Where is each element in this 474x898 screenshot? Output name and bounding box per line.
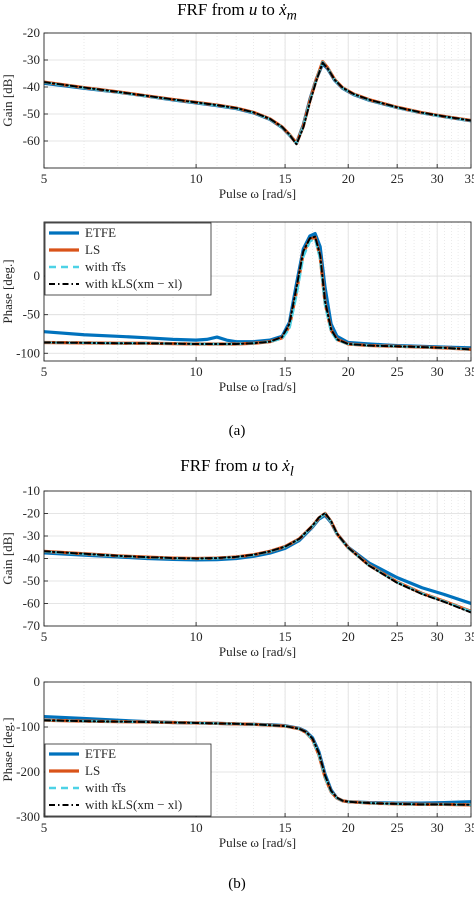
caption-a: (a) (228, 423, 246, 439)
x-tick-label: 20 (342, 629, 355, 644)
chart-title-a: FRF from u to ẋm (177, 0, 297, 24)
x-tick-label: 5 (41, 629, 48, 644)
x-tick-label: 20 (342, 364, 355, 379)
y-tick-label: 0 (34, 674, 41, 689)
x-axis-label: Pulse ω [rad/s] (219, 644, 296, 659)
series-line-2 (44, 60, 471, 145)
axes-box (43, 221, 472, 362)
y-axis-label: Phase [deg.] (0, 717, 15, 781)
series-line-1 (44, 511, 471, 613)
x-tick-label: 30 (431, 364, 444, 379)
x-tick-label: 10 (190, 171, 203, 186)
x-tick-label: 5 (41, 171, 48, 186)
legend-label: with τ̂fs (85, 259, 126, 274)
caption-b: (b) (228, 876, 246, 892)
y-tick-label: -50 (23, 573, 40, 588)
legend-label: ETFE (85, 225, 116, 240)
y-tick-label: -20 (23, 25, 40, 40)
x-tick-label: 35 (465, 629, 474, 644)
x-tick-label: 35 (465, 820, 474, 835)
y-tick-label: -60 (23, 133, 40, 148)
y-tick-label: -20 (23, 506, 40, 521)
x-axis-label: Pulse ω [rad/s] (219, 379, 296, 394)
y-tick-label: -50 (23, 106, 40, 121)
y-axis-label: Gain [dB] (0, 74, 15, 126)
y-tick-label: -300 (16, 809, 40, 824)
legend-label: ETFE (85, 746, 116, 761)
y-tick-label: 0 (34, 268, 41, 283)
x-tick-label: 25 (391, 171, 404, 186)
x-tick-label: 25 (391, 629, 404, 644)
series-line-3 (44, 512, 471, 614)
x-axis-label: Pulse ω [rad/s] (219, 835, 296, 850)
x-tick-label: 15 (279, 629, 292, 644)
y-tick-label: -40 (23, 551, 40, 566)
series-line-3 (44, 61, 471, 146)
x-tick-label: 30 (431, 629, 444, 644)
x-tick-label: 20 (342, 820, 355, 835)
x-tick-label: 25 (391, 364, 404, 379)
x-tick-label: 30 (431, 820, 444, 835)
x-tick-label: 25 (391, 820, 404, 835)
legend: ETFE LS with τ̂fs with kLS(xm − xl) (44, 222, 212, 296)
x-tick-label: 30 (431, 171, 444, 186)
series-line-3 (44, 235, 471, 351)
x-tick-label: 15 (279, 171, 292, 186)
y-tick-label: -30 (23, 528, 40, 543)
series-line-0 (44, 513, 471, 606)
chart-title-b: FRF from u to ẋl (180, 456, 294, 480)
legend-label: LS (85, 242, 100, 257)
series-group (44, 511, 471, 614)
x-tick-label: 5 (41, 364, 48, 379)
legend-label: with kLS(xm − xl) (85, 797, 182, 812)
legend-label: with kLS(xm − xl) (85, 276, 182, 291)
x-tick-label: 20 (342, 171, 355, 186)
x-tick-label: 35 (465, 364, 474, 379)
y-axis-label: Phase [deg.] (0, 259, 15, 323)
y-tick-label: -60 (23, 596, 40, 611)
axes-box (43, 32, 472, 169)
chart-b-gain: 5 10 15 20 25 30 35 -10 -20 -30 -40 -50 -60 -70 Pulse … (0, 483, 474, 659)
y-tick-label: -40 (23, 79, 40, 94)
y-tick-label: -100 (16, 345, 40, 360)
x-tick-label: 10 (190, 364, 203, 379)
y-tick-label: -10 (23, 483, 40, 498)
series-line-3 (44, 719, 471, 806)
series-line-0 (44, 62, 471, 145)
x-tick-label: 10 (190, 629, 203, 644)
y-tick-label: -70 (23, 618, 40, 633)
x-tick-label: 5 (41, 820, 48, 835)
series-group (44, 715, 471, 807)
y-axis-label: Gain [dB] (0, 532, 15, 584)
legend: ETFE LS with τ̂fs with kLS(xm − xl) (44, 743, 212, 817)
chart-a-gain: 5 10 15 20 25 30 35 -20 -30 -40 -50 -60 Pulse ω [rad… (0, 25, 474, 201)
x-tick-label: 35 (465, 171, 474, 186)
y-tick-label: -200 (16, 764, 40, 779)
series-group (44, 231, 471, 352)
y-tick-label: -50 (23, 307, 40, 322)
y-tick-label: -100 (16, 719, 40, 734)
x-tick-label: 15 (279, 820, 292, 835)
series-group (44, 60, 471, 146)
chart-b-phase: 5 10 15 20 25 30 35 0 -100 -200 -300 Pulse ω [rad/s… (0, 674, 474, 850)
y-tick-label: -30 (23, 52, 40, 67)
x-axis-label: Pulse ω [rad/s] (219, 186, 296, 201)
x-tick-label: 10 (190, 820, 203, 835)
series-line-2 (44, 512, 471, 613)
legend-label: with τ̂fs (85, 780, 126, 795)
series-line-1 (44, 60, 471, 146)
x-tick-label: 15 (279, 364, 292, 379)
axes-box (43, 681, 472, 818)
chart-a-phase: 5 10 15 20 25 30 35 0 -50 -100 Pulse ω [rad/s] Phas… (0, 221, 474, 394)
legend-label: LS (85, 763, 100, 778)
